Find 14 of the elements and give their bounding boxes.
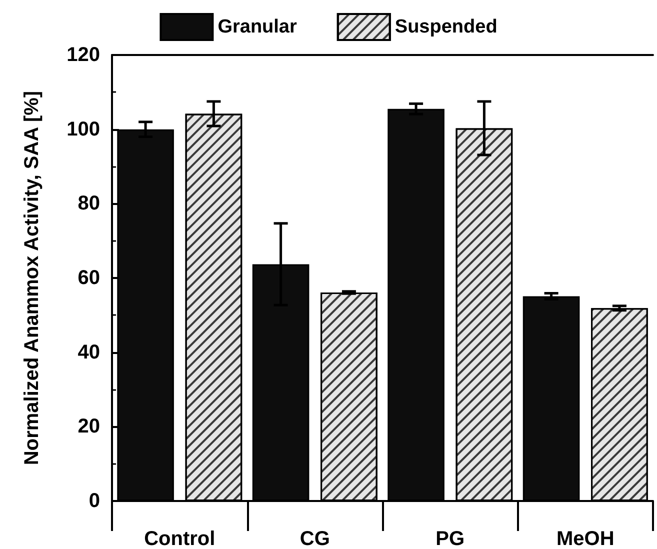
legend-label: Suspended	[394, 16, 498, 38]
y-tick-label: 60	[78, 267, 100, 289]
legend-label: Granular	[218, 16, 298, 38]
x-tick-label: MeOH	[556, 528, 614, 549]
y-tick-label: 0	[88, 490, 100, 512]
x-tick-label: PG	[436, 528, 465, 549]
x-tick-label: CG	[300, 528, 330, 549]
y-tick-label: 120	[66, 44, 100, 66]
y-tick-label: 100	[66, 118, 100, 140]
y-axis-title: Normalized Anammox Activity, SAA [%]	[21, 90, 43, 466]
y-tick-label: 40	[78, 341, 100, 364]
x-tick-label: Control	[144, 528, 216, 549]
y-tick-label: 20	[78, 416, 100, 438]
y-tick-label: 80	[78, 192, 100, 215]
